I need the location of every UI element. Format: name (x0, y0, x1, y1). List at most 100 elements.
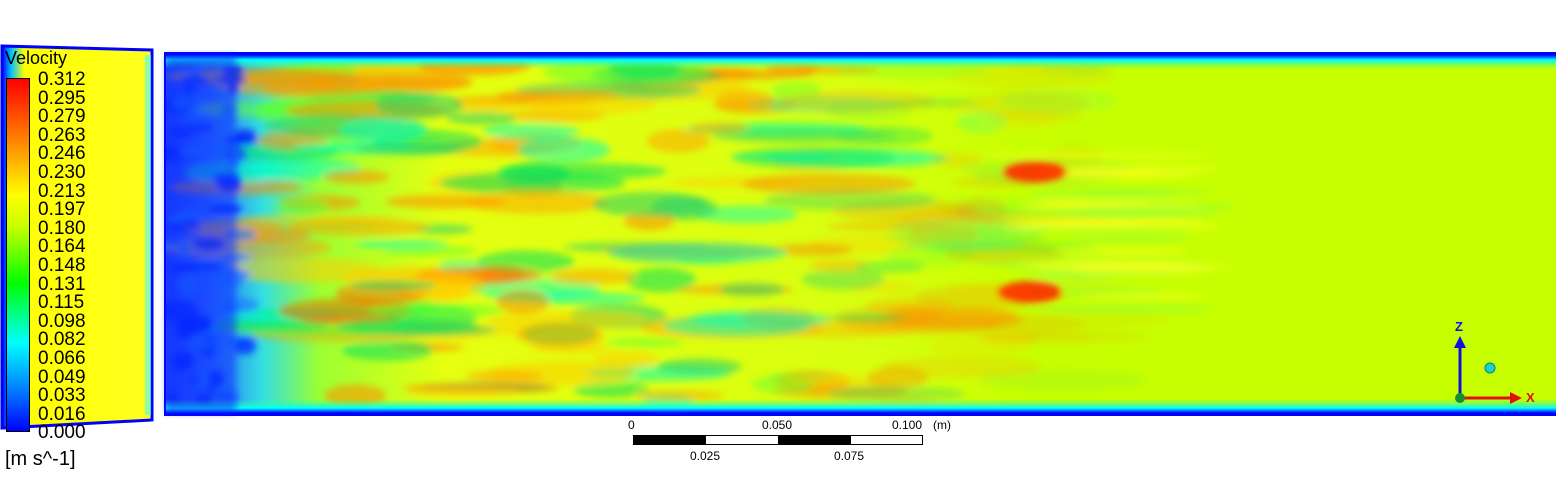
turbulence-streak (634, 390, 725, 401)
velocity-hotspot (998, 281, 1062, 303)
inlet-panel-inner (145, 55, 151, 415)
turbulence-streak (657, 358, 742, 375)
turbulence-streak (625, 267, 697, 293)
legend-colorbar (6, 78, 30, 432)
wake-streak (1052, 247, 1187, 257)
turbulence-streak (210, 319, 330, 332)
scale-label-0100: 0.100 (892, 418, 923, 432)
wake-streak (1024, 226, 1195, 234)
turbulence-streak (886, 305, 942, 325)
wake-streak (1025, 303, 1217, 315)
legend-tick-label: 0.246 (38, 143, 86, 165)
turbulence-streak (466, 369, 544, 383)
x-axis-label: X (1526, 390, 1535, 405)
scale-label-0075: 0.075 (834, 449, 865, 463)
turbulence-streak (826, 221, 949, 232)
turbulence-streak (349, 280, 437, 291)
wake-streak (1070, 263, 1215, 276)
turbulence-streak (355, 142, 465, 156)
wake-streak (1058, 234, 1195, 244)
legend-tick-label: 0.279 (38, 106, 86, 128)
turbulence-streak (496, 289, 550, 314)
turbulence-streak (710, 128, 898, 143)
legend-tick-label: 0.148 (38, 255, 86, 276)
legend-unit: [m s^-1] (5, 448, 76, 470)
rotation-handle (1484, 362, 1496, 374)
scale-label-0025: 0.025 (690, 449, 721, 463)
legend-title: Velocity (5, 48, 68, 68)
scale-unit: (m) (933, 418, 951, 432)
turbulence-streak (486, 311, 647, 329)
turbulence-streak (403, 273, 485, 299)
z-axis-label: Z (1455, 319, 1463, 334)
inlet-panel (0, 44, 154, 430)
turbulence-streak (516, 137, 611, 163)
legend-tick-label: 0.213 (38, 180, 86, 202)
legend-tick-label: 0.230 (38, 162, 86, 183)
y-axis-dot (1455, 393, 1465, 403)
legend-tick-label: 0.115 (38, 292, 85, 314)
turbulence-streak (607, 242, 788, 264)
turbulence-streak (801, 268, 886, 291)
turbulence-streak (448, 101, 516, 113)
turbulence-streak (323, 169, 390, 184)
turbulence-streak (763, 189, 937, 211)
turbulence-streak (809, 258, 869, 272)
turbulence-streak (214, 72, 389, 98)
turbulence-streak (524, 94, 656, 114)
wake-streak (983, 152, 1213, 159)
turbulence-streak (866, 366, 929, 389)
legend-tick-label: 0.016 (38, 403, 86, 425)
turbulence-streak (993, 110, 1086, 123)
turbulence-streak (779, 90, 938, 113)
turbulence-streak (338, 117, 428, 143)
legend-tick-label: 0.197 (38, 199, 86, 221)
turbulence-streak (276, 198, 329, 217)
inlet-eddy (233, 128, 257, 143)
legend-tick-label: 0.033 (38, 385, 86, 407)
turbulence-streak (646, 129, 711, 153)
scale-segment-3 (778, 435, 851, 445)
turbulence-streak (593, 350, 659, 368)
turbulence-streak (592, 191, 709, 217)
turbulence-streak (828, 385, 965, 403)
turbulence-streak (929, 152, 983, 167)
turbulence-streak (446, 111, 516, 125)
turbulence-streak (715, 89, 774, 113)
turbulence-streak (732, 146, 896, 170)
z-axis-arrow (1454, 336, 1466, 348)
scale-segment-1 (633, 435, 706, 445)
turbulence-streak (886, 98, 979, 108)
wake-streak (1046, 208, 1199, 218)
axis-triad[interactable] (1440, 318, 1550, 418)
turbulence-streak (367, 303, 506, 319)
velocity-hotspot (1003, 161, 1067, 183)
legend-tick-label: 0.180 (38, 217, 86, 239)
turbulence-streak (407, 386, 520, 398)
turbulence-streak (482, 123, 580, 141)
turbulence-streak (904, 238, 1027, 251)
turbulence-streak (718, 282, 785, 297)
legend-tick-label: 0.295 (38, 87, 86, 109)
turbulence-streak (502, 163, 667, 180)
turbulence-streak (335, 317, 479, 335)
legend-tick-label: 0.263 (38, 124, 86, 146)
turbulence-streak (573, 382, 651, 398)
turbulence-streak (287, 218, 429, 236)
turbulence-streak (690, 122, 749, 134)
scale-segment-2 (705, 435, 779, 445)
turbulence-streak (355, 240, 450, 249)
legend-tick-label: 0.131 (38, 273, 86, 295)
turbulence-streak (375, 92, 464, 119)
turbulence-streak (550, 268, 636, 285)
scale-label-0050: 0.050 (762, 418, 793, 432)
turbulence-streak (515, 322, 604, 348)
inlet-eddy (232, 337, 257, 355)
turbulence-streak (998, 88, 1117, 113)
legend-tick-label: 0.049 (38, 366, 86, 388)
wake-streak (1079, 293, 1210, 300)
turbulence-streak (770, 243, 854, 257)
turbulence-streak (605, 337, 684, 348)
